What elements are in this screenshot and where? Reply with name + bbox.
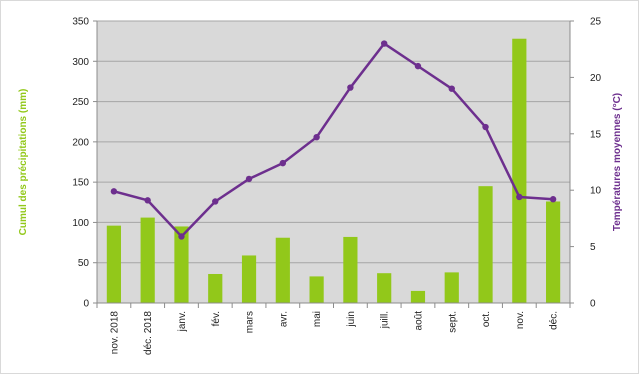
x-category-label: mai [312,311,323,327]
x-category-label: janv. [177,311,188,332]
temperature-point [414,62,422,70]
y-right-tick-label: 0 [590,299,596,310]
temperature-point [448,85,455,92]
temperature-point [380,40,388,47]
precipitation-bar [140,217,155,303]
y-right-tick-label: 15 [590,129,602,140]
temperature-point [516,193,523,201]
temperature-point [178,233,185,240]
temperature-point [110,188,118,195]
x-category-label: oct. [481,311,492,327]
plot-area [97,21,570,303]
y-left-tick-label: 200 [72,137,89,148]
precipitation-bar [343,236,358,303]
axes [93,20,574,308]
temperature-point [212,198,219,205]
precipitation-bars [106,38,561,304]
precipitation-bar [512,38,527,304]
y-axis-left-title: Cumul des précipitations (mm) [18,89,29,236]
precipitation-bar [444,272,459,303]
x-category-label: déc. 2018 [143,311,154,355]
y-right-tick-label: 25 [590,17,602,28]
temperature-line-layer [110,40,557,240]
x-category-label: juin [346,311,357,328]
y-left-tick-label: 250 [72,97,89,108]
temperature-point [313,133,320,141]
y-right-tick-label: 5 [590,242,596,253]
temperature-point [279,159,287,167]
tick-labels: 0 50 100 150 200 250 300 350 0 5 10 15 20 25 nov. 2018… [72,17,601,355]
precipitation-bar [241,255,257,303]
y-left-tick-label: 0 [83,299,89,310]
temperature-point [245,175,253,183]
y-left-tick-label: 150 [72,178,89,189]
temperature-line [113,42,554,238]
y-axis-right-title: Températures moyennes (°C) [612,93,623,231]
temperature-point [549,196,557,203]
precipitation-bar [478,186,493,303]
precipitation-bar [208,273,223,303]
precipitation-bar [546,201,561,303]
temperature-point [347,84,354,91]
y-left-tick-label: 300 [72,57,89,68]
x-category-label: nov. [515,311,526,329]
precipitation-bar [275,237,290,303]
x-category-label: nov. 2018 [109,311,120,355]
precipitation-bar [174,226,189,303]
y-left-tick-label: 50 [78,258,90,269]
y-left-tick-label: 100 [72,218,89,229]
y-left-tick-label: 350 [72,17,89,28]
temperature-point [482,123,489,131]
y-right-tick-label: 10 [590,186,602,197]
x-category-label: juill. [380,311,391,329]
y-right-tick-label: 20 [590,73,602,84]
x-category-label: déc. [549,311,560,330]
precipitation-bar [377,273,392,303]
precipitation-bar [106,225,121,303]
precipitation-bar [410,290,426,303]
temperature-point [144,197,151,204]
x-category-label: fév. [211,311,222,326]
precipitation-bar [309,276,324,303]
x-category-label: août [413,311,424,331]
x-category-label: avr. [278,311,289,327]
x-category-label: mars [245,311,256,333]
x-category-label: sept. [447,311,458,333]
